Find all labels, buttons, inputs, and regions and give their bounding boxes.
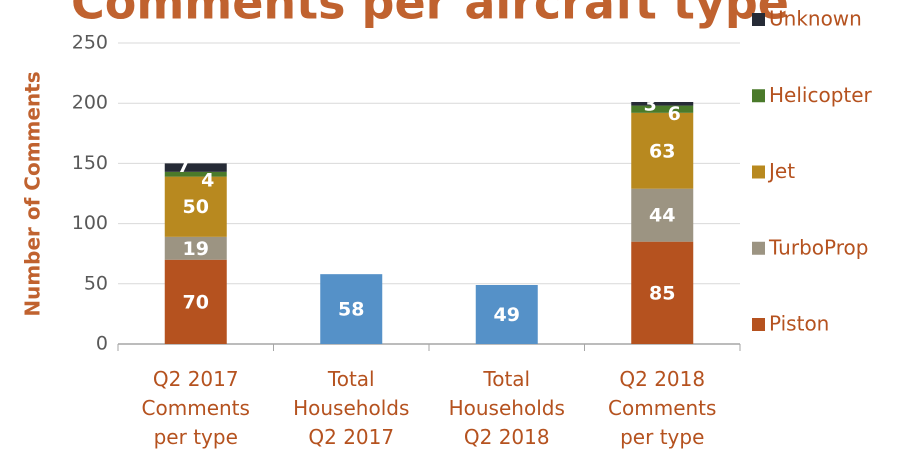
data-label: 63 xyxy=(649,140,675,162)
legend-swatch xyxy=(752,13,765,26)
bar-segment xyxy=(631,241,694,344)
bar-segment xyxy=(164,176,227,237)
legend-label: Piston xyxy=(769,312,829,336)
bar-segment xyxy=(631,188,694,242)
bar-segment xyxy=(164,259,227,344)
y-tick-label: 250 xyxy=(72,32,108,54)
x-tick-label: Q2 2017 Comments per type xyxy=(142,367,250,449)
bar-segment xyxy=(631,112,694,189)
x-tick-label: Total Households Q2 2017 xyxy=(293,367,409,449)
y-axis-label: Number of Comments xyxy=(21,71,45,316)
bar-segment xyxy=(631,105,694,113)
data-label: 50 xyxy=(183,196,209,218)
legend-label: Jet xyxy=(767,159,795,183)
legend-label: Helicopter xyxy=(769,83,873,107)
data-label: 7 xyxy=(177,155,190,177)
legend-swatch xyxy=(752,241,765,255)
data-label: 19 xyxy=(183,238,209,260)
legend-swatch xyxy=(752,89,765,103)
legend-label: TurboProp xyxy=(768,235,868,259)
legend-swatch xyxy=(752,318,765,331)
chart-title: Comments per aircraft type xyxy=(71,0,789,30)
legend-label: Unknown xyxy=(769,7,862,31)
data-label: 58 xyxy=(338,299,364,321)
y-tick-label: 0 xyxy=(96,333,108,355)
x-tick-label: Q2 2018 Comments per type xyxy=(608,367,716,449)
data-label: 6 xyxy=(668,103,681,125)
bar-segment xyxy=(164,163,227,172)
y-tick-label: 100 xyxy=(72,212,108,234)
y-tick-label: 50 xyxy=(84,272,108,294)
bar-segment xyxy=(320,274,383,344)
data-label: 85 xyxy=(649,282,675,304)
data-label: 4 xyxy=(201,169,214,191)
data-label: 70 xyxy=(183,291,209,313)
x-tick-label: Total Households Q2 2018 xyxy=(449,367,565,449)
y-tick-label: 200 xyxy=(72,92,108,114)
data-label: 3 xyxy=(644,93,657,115)
data-label: 44 xyxy=(649,205,675,227)
legend-swatch xyxy=(752,165,765,179)
y-tick-label: 150 xyxy=(72,152,108,174)
bar-segment xyxy=(475,285,538,344)
bar-segment xyxy=(631,101,694,106)
bar-segment xyxy=(164,171,227,177)
data-label: 49 xyxy=(494,304,520,326)
bar-segment xyxy=(164,236,227,260)
